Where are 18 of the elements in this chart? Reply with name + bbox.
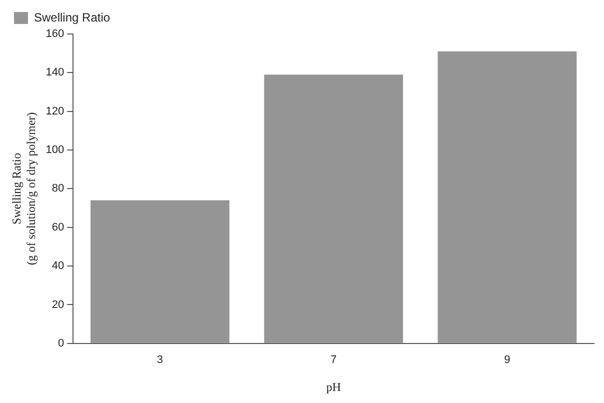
y-tick-label: 120	[46, 105, 64, 118]
y-tick-label: 140	[46, 66, 64, 79]
x-tick-label: 7	[330, 354, 337, 366]
y-tick-label: 100	[46, 144, 64, 156]
y-tick-label: 40	[52, 260, 64, 272]
x-axis-title: pH	[326, 380, 342, 394]
y-tick-label: 60	[52, 221, 64, 234]
y-tick-label: 80	[52, 182, 64, 195]
x-tick-label: 3	[156, 354, 164, 366]
y-tick-label: 160	[46, 28, 64, 40]
bar	[438, 51, 577, 343]
bar	[90, 200, 230, 343]
y-tick-label: 0	[58, 337, 64, 350]
legend-label: Swelling Ratio	[34, 10, 110, 24]
x-tick-label: 9	[504, 354, 510, 366]
y-tick-label: 20	[52, 298, 64, 311]
y-axis-title: Swelling Ratio (g of solution/g of dry polymer)	[9, 112, 38, 266]
bar	[264, 74, 404, 343]
